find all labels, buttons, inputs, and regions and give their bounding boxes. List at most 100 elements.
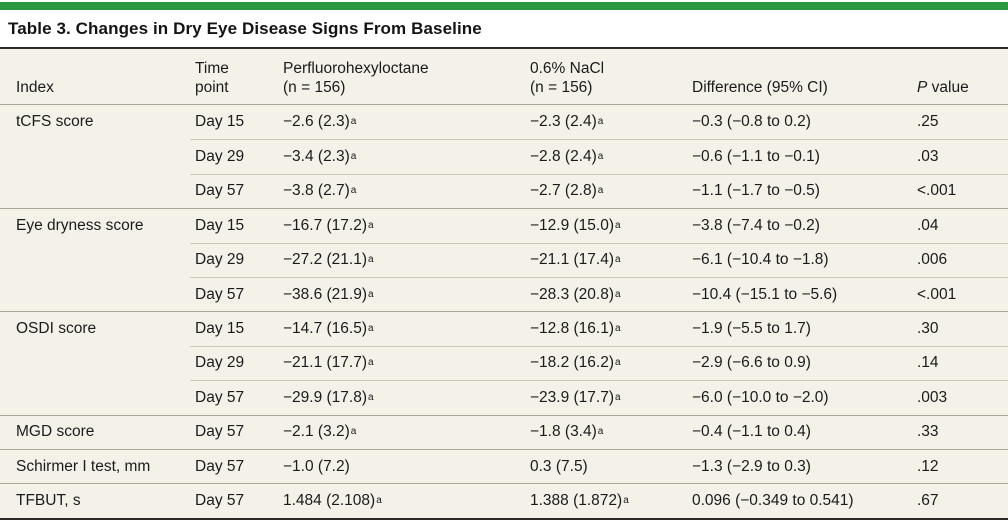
difference-cell: −0.6 (−1.1 to −0.1) [689,139,908,173]
p-value-cell: .30 [908,311,1008,345]
pfho-cell: −1.0 (7.2) [280,448,527,483]
index-cell [0,277,190,311]
time-cell: Day 57 [190,448,280,483]
difference-cell: −1.9 (−5.5 to 1.7) [689,311,908,345]
nacl-value: −21.1 (17.4) [530,251,615,269]
header-index-line2: Index [16,79,54,96]
header-pfho-line1: Perfluorohexyloctane [283,60,429,77]
table-row: Eye dryness score Day 15 −16.7 (17.2) a −… [0,208,1008,242]
p-value-cell: .33 [908,414,1008,449]
time-cell: Day 29 [190,242,280,277]
p-value-italic-p: P [917,79,928,96]
header-nacl: 0.6% NaCl (n = 156) [527,49,689,104]
pfho-cell: −14.7 (16.5) a [280,311,527,345]
index-cell: Schirmer I test, mm [0,448,190,483]
index-cell: Eye dryness score [0,208,190,242]
difference-cell: −0.3 (−0.8 to 0.2) [692,113,811,131]
nacl-cell: −12.9 (15.0) a [527,208,689,242]
pfho-value: −29.9 (17.8) [283,388,368,406]
header-diff-line2: Difference (95% CI) [692,79,828,96]
pfho-value: −16.7 (17.2) [283,216,368,234]
nacl-cell: 0.3 (7.5) [527,448,689,483]
nacl-value: −2.7 (2.8) [530,182,597,200]
pfho-cell: −38.6 (21.9) a [280,276,527,311]
table-row: tCFS score Day 15 −2.6 (2.3) a −2.3 (2.4)… [0,105,1008,139]
index-cell: tCFS score [16,113,94,131]
p-value-cell: <.001 [908,173,1008,208]
header-time-point: Time point [190,49,280,104]
time-cell: Day 57 [190,276,280,311]
table-header-row: Index Time point Perfluorohexyloctane (n… [0,49,1008,105]
time-cell: Day 57 [190,173,280,208]
pfho-cell: −27.2 (21.1) a [280,242,527,277]
nacl-value: −23.9 (17.7) [530,388,615,406]
pfho-value: −3.8 (2.7) [283,182,350,200]
pfho-cell: −3.8 (2.7) a [280,173,527,208]
difference-cell: −1.3 (−2.9 to 0.3) [689,448,908,483]
header-index: Index [0,49,190,104]
pfho-value: −2.1 (3.2) [283,423,350,441]
index-cell [0,346,190,380]
nacl-value: −2.3 (2.4) [530,113,597,131]
nacl-cell: −28.3 (20.8) a [527,276,689,311]
index-cell [0,243,190,277]
pfho-cell: −21.1 (17.7) a [280,345,527,380]
index-cell: MGD score [0,414,190,449]
table-row: TFBUT, s Day 57 1.484 (2.108) a 1.388 (1.… [0,483,1008,517]
p-value-cell: .006 [908,242,1008,277]
difference-cell: −2.9 (−6.6 to 0.9) [689,345,908,380]
table-row: Day 57 −38.6 (21.9) a −28.3 (20.8) a −10.4… [0,276,1008,311]
header-pfho-line2: (n = 156) [283,79,346,96]
journal-accent-bar [0,2,1008,10]
nacl-cell: −2.8 (2.4) a [527,139,689,173]
p-value-cell: .03 [908,139,1008,173]
header-perfluorohexyloctane: Perfluorohexyloctane (n = 156) [280,49,527,104]
pfho-cell: −2.1 (3.2) a [280,414,527,449]
difference-cell: 0.096 (−0.349 to 0.541) [689,483,908,517]
table-bottom-rule [0,517,1008,520]
table-row: Day 29 −27.2 (21.1) a −21.1 (17.4) a −6.1 … [0,242,1008,277]
header-difference: Difference (95% CI) [689,49,908,104]
difference-cell: −6.0 (−10.0 to −2.0) [689,380,908,414]
nacl-value: −12.8 (16.1) [530,320,615,338]
nacl-value: −12.9 (15.0) [530,216,615,234]
pfho-value: 1.484 (2.108) [283,491,376,509]
difference-cell: −3.8 (−7.4 to −0.2) [689,208,908,242]
index-cell [0,139,190,173]
nacl-cell: −1.8 (3.4) a [527,414,689,449]
table-row: Day 57 −3.8 (2.7) a −2.7 (2.8) a −1.1 (−1.… [0,173,1008,208]
nacl-value: −1.8 (3.4) [530,423,597,441]
pfho-value: −21.1 (17.7) [283,354,368,372]
header-time-line2: point [195,79,229,96]
nacl-cell: −2.3 (2.4) a [530,113,604,131]
table-row: Day 29 −3.4 (2.3) a −2.8 (2.4) a −0.6 (−1.… [0,139,1008,173]
header-p-value: P value [908,49,1008,104]
nacl-cell: −23.9 (17.7) a [527,380,689,414]
nacl-value: 1.388 (1.872) [530,491,623,509]
pfho-cell: −2.6 (2.3) a [283,113,357,131]
nacl-cell: −21.1 (17.4) a [527,242,689,277]
index-cell [0,380,190,414]
nacl-value: 0.3 (7.5) [530,457,588,475]
pfho-value: −14.7 (16.5) [283,320,368,338]
time-cell: Day 29 [190,139,280,173]
table-row: Day 29 −21.1 (17.7) a −18.2 (16.2) a −2.9 … [0,345,1008,380]
pfho-value: −3.4 (2.3) [283,148,350,166]
p-value-rest: value [931,79,969,96]
time-cell: Day 15 [190,311,280,345]
pfho-cell: −16.7 (17.2) a [280,208,527,242]
p-value-cell: .25 [917,113,939,131]
header-p-value-line: P value [917,78,1008,97]
time-cell: Day 15 [190,208,280,242]
nacl-cell: −18.2 (16.2) a [527,345,689,380]
table-title-row: Table 3. Changes in Dry Eye Disease Sign… [0,10,1008,47]
pfho-cell: 1.484 (2.108) a [280,483,527,517]
time-cell: Day 57 [190,483,280,517]
time-cell: Day 29 [190,345,280,380]
pfho-value: −27.2 (21.1) [283,251,368,269]
nacl-cell: 1.388 (1.872) a [527,483,689,517]
title-divider [0,47,1008,49]
time-cell: Day 15 [195,113,245,131]
index-cell: OSDI score [0,311,190,345]
